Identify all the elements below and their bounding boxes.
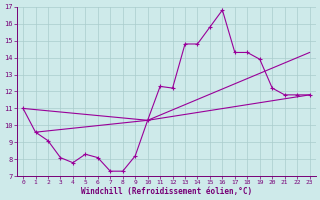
X-axis label: Windchill (Refroidissement éolien,°C): Windchill (Refroidissement éolien,°C) [81, 187, 252, 196]
